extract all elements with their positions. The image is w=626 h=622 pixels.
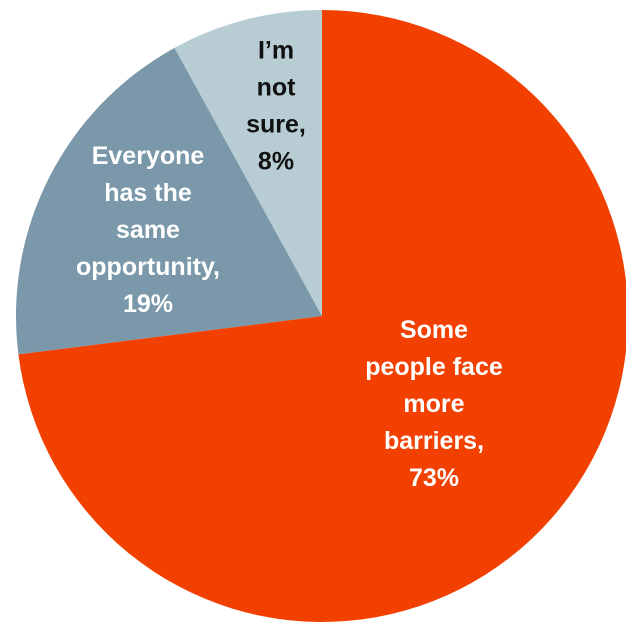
labels-layer: Some people face more barriers, 73% Everyone h… bbox=[76, 37, 503, 493]
slice-label-1-line-2: same bbox=[116, 216, 180, 244]
slice-label-1-line-1: has the bbox=[104, 179, 192, 207]
pie-slice-0 bbox=[18, 10, 626, 622]
slice-label-0-line-2: more bbox=[403, 390, 464, 418]
pie-slice-2 bbox=[174, 10, 322, 316]
slice-label-2-line-1: not bbox=[257, 74, 297, 102]
slice-label-0-line-1: people face bbox=[365, 353, 503, 381]
slice-label-1: Everyone has the same opportunity, 19% bbox=[76, 142, 220, 318]
slice-label-0-line-3: barriers, bbox=[384, 427, 484, 455]
pie-slice-1 bbox=[15, 47, 322, 355]
slice-label-2-line-3: 8% bbox=[258, 148, 294, 176]
slice-label-2: I’m not sure, 8% bbox=[246, 37, 306, 176]
slice-label-1-line-4: 19% bbox=[123, 290, 173, 318]
slice-label-0-line-0: Some bbox=[400, 316, 468, 344]
slice-label-1-line-3: opportunity, bbox=[76, 253, 220, 281]
slices-layer bbox=[15, 10, 626, 622]
slice-label-0: Some people face more barriers, 73% bbox=[365, 316, 503, 492]
slice-label-2-line-0: I’m bbox=[258, 37, 294, 65]
slice-label-1-line-0: Everyone bbox=[92, 142, 205, 170]
slice-label-0-line-4: 73% bbox=[409, 464, 459, 492]
slice-label-2-line-2: sure, bbox=[246, 111, 306, 139]
